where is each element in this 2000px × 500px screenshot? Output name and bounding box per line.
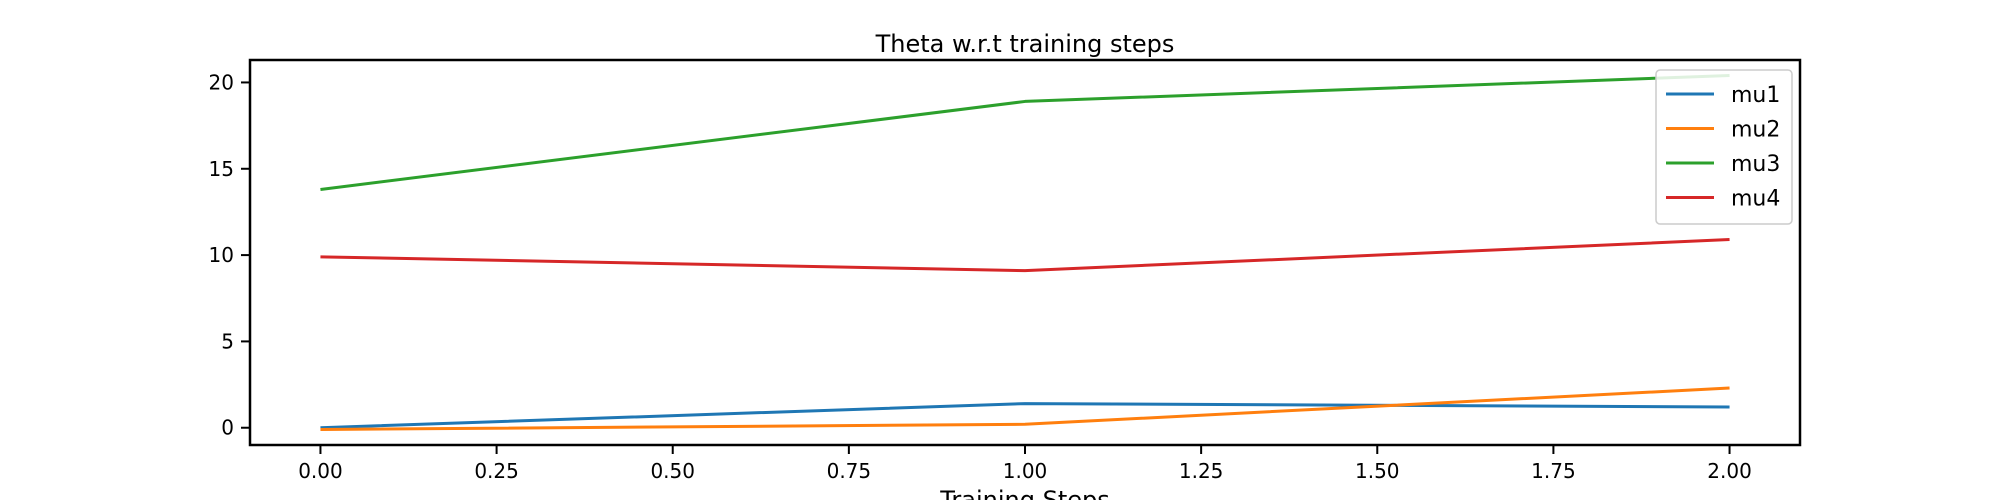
series-layer (320, 74, 1730, 431)
x-tick-label: 2.00 (1707, 459, 1752, 483)
legend-label-mu2: mu2 (1731, 118, 1780, 143)
x-tick-label: 0.25 (474, 459, 519, 483)
x-tick-label: 0.00 (298, 459, 343, 483)
y-tick-label: 5 (221, 329, 234, 353)
legend-box (1655, 69, 1793, 225)
legend: mu1 mu2 mu3 mu4 (1655, 69, 1793, 225)
x-tick-label: 0.75 (827, 459, 872, 483)
legend-label-mu3: mu3 (1731, 152, 1780, 177)
x-tick-label: 0.50 (650, 459, 695, 483)
x-tick-label: 1.75 (1531, 459, 1576, 483)
x-axis-label: Training Steps (939, 486, 1109, 500)
x-tick-label: 1.25 (1179, 459, 1224, 483)
y-tick-label: 10 (209, 243, 234, 267)
y-axis: 0 5 10 15 20 (209, 70, 250, 440)
x-tick-label: 1.50 (1355, 459, 1400, 483)
y-tick-label: 15 (209, 157, 234, 181)
y-tick-label: 20 (209, 70, 234, 94)
series-line-mu4 (320, 238, 1730, 273)
series-line-mu1 (320, 402, 1730, 430)
legend-label-mu1: mu1 (1731, 83, 1780, 108)
series-line-mu2 (320, 386, 1730, 431)
series-line-mu3 (320, 74, 1730, 191)
x-tick-label: 1.00 (1003, 459, 1048, 483)
x-axis: 0.00 0.25 0.50 0.75 1.00 1.25 1.50 1.75 2.00 (298, 445, 1752, 483)
chart-title: Theta w.r.t training steps (875, 30, 1175, 58)
legend-label-mu4: mu4 (1731, 187, 1780, 212)
plot-area-frame (248, 58, 1802, 447)
y-tick-label: 0 (221, 416, 234, 440)
